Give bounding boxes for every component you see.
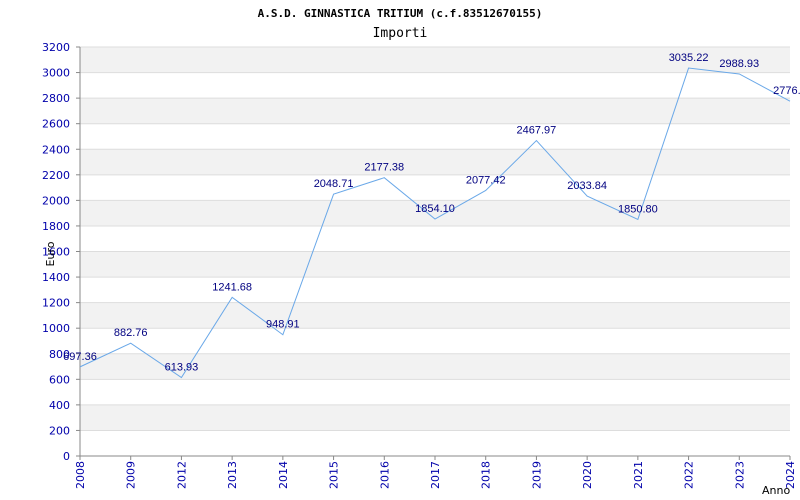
plot-band	[80, 328, 790, 354]
series-line	[79, 67, 791, 379]
data-label: 2988.93	[719, 58, 759, 70]
x-tick-label: 2015	[328, 461, 341, 489]
x-axis-ticks: 2008 2009 2012 2013 2014 2015 2016 2017 2018 2019…	[74, 456, 797, 489]
plot-band	[80, 302, 790, 329]
gridlines	[80, 46, 790, 457]
x-tick-label: 2013	[226, 461, 239, 489]
y-tick-label: 2000	[42, 194, 70, 207]
y-tick-label: 1000	[42, 322, 70, 335]
plot-band	[80, 47, 790, 73]
y-tick-label: 2200	[42, 169, 70, 182]
plot-band	[80, 430, 790, 456]
plot-band	[80, 277, 790, 303]
plot-band	[80, 149, 790, 175]
data-label: 2467.97	[517, 125, 557, 137]
y-tick-label: 1200	[42, 297, 70, 310]
y-tick-label: 600	[49, 373, 70, 386]
plot-band	[80, 251, 790, 278]
x-tick-label: 2019	[530, 461, 543, 489]
y-tick-label: 200	[49, 424, 70, 437]
x-tick-label: 2008	[74, 461, 87, 489]
y-tick-label: 2800	[42, 92, 70, 105]
x-tick-label: 2022	[683, 461, 696, 489]
x-tick-label: 2021	[632, 461, 645, 489]
data-label: 1241.68	[212, 281, 252, 293]
plot-band	[80, 379, 790, 405]
data-label: 3035.22	[669, 52, 709, 64]
chart-subtitle: Importi	[373, 26, 428, 41]
plot-band	[80, 200, 790, 226]
plot-band	[80, 353, 790, 380]
x-tick-label: 2014	[277, 461, 290, 489]
x-tick-label: 2016	[378, 461, 391, 489]
data-label: 2033.84	[567, 180, 607, 192]
y-tick-label: 3200	[42, 41, 70, 54]
data-label: 2177.38	[364, 162, 404, 174]
y-tick-label: 800	[49, 348, 70, 361]
x-tick-label: 2023	[733, 461, 746, 489]
plot-band	[80, 225, 790, 252]
data-label: 1854.10	[415, 203, 455, 215]
x-tick-label: 2020	[581, 461, 594, 489]
x-tick-label: 2024	[784, 461, 797, 489]
y-tick-label: 0	[63, 450, 70, 463]
y-tick-label: 1600	[42, 246, 70, 259]
y-tick-label: 1400	[42, 271, 70, 284]
x-tick-label: 2012	[175, 461, 188, 489]
plot-bands	[80, 47, 790, 456]
y-tick-label: 2400	[42, 143, 70, 156]
x-tick-label: 2009	[125, 461, 138, 489]
y-tick-label: 1800	[42, 220, 70, 233]
plot-band	[80, 72, 790, 99]
data-label: 1850.80	[618, 203, 658, 215]
data-label: 882.76	[114, 327, 148, 339]
x-tick-label: 2018	[480, 461, 493, 489]
chart-title: A.S.D. GINNASTICA TRITIUM (c.f.835126701…	[258, 7, 543, 20]
y-tick-label: 2600	[42, 118, 70, 131]
y-axis-ticks: 0 200 400 600 800 1000 1200 1400 1600 1800 2000 220…	[42, 41, 80, 463]
x-axis-label: Anno	[762, 484, 790, 497]
data-label: 2048.71	[314, 178, 354, 190]
y-tick-label: 3000	[42, 67, 70, 80]
plot-band	[80, 123, 790, 150]
plot-band	[80, 404, 790, 431]
data-labels: 697.36 882.76 613.93 1241.68 948.91 2048.71 21…	[63, 52, 800, 373]
plot-band	[80, 98, 790, 124]
y-tick-label: 400	[49, 399, 70, 412]
data-label: 948.91	[266, 319, 300, 331]
data-label: 2776.4	[773, 85, 800, 97]
data-label: 2077.42	[466, 174, 506, 186]
series-line-path	[79, 67, 791, 379]
x-tick-label: 2017	[429, 461, 442, 489]
plot-band	[80, 174, 790, 201]
y-axis-label: Euro	[44, 241, 57, 266]
data-label: 613.93	[165, 362, 199, 374]
data-label: 697.36	[63, 351, 97, 363]
